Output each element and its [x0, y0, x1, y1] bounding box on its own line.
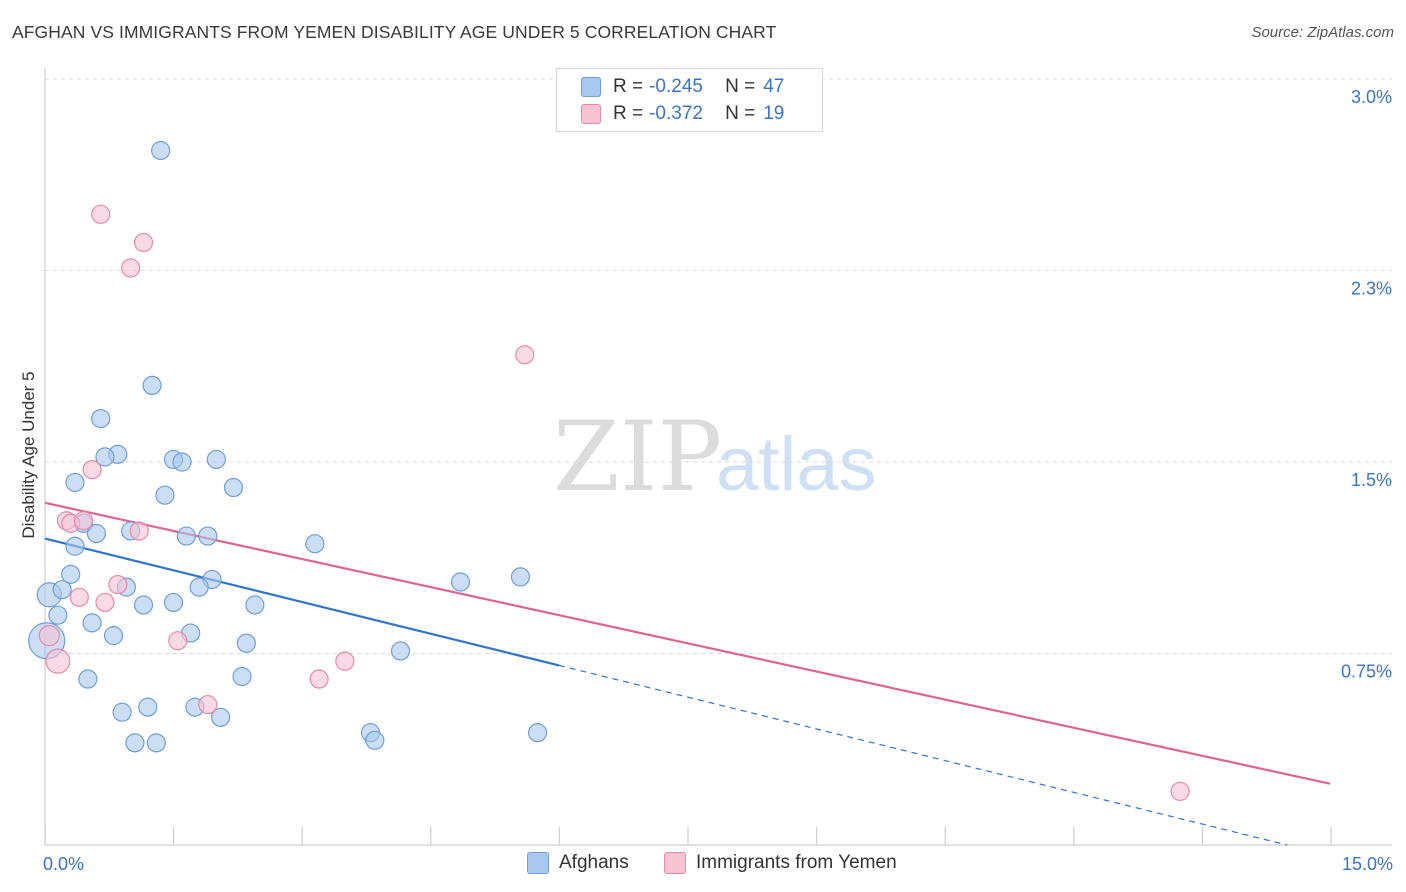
yemen-trend-line: [44, 501, 1331, 785]
yemen-point: [129, 521, 149, 541]
afghans-legend-swatch: [527, 852, 549, 874]
afghans-point: [155, 485, 175, 505]
yemen-legend-swatch: [664, 852, 686, 874]
yemen-point: [121, 258, 141, 278]
watermark: ZIP atlas: [553, 401, 877, 513]
data-points: [28, 140, 1190, 801]
afghans-point: [138, 697, 158, 717]
yemen-point: [45, 648, 71, 674]
afghans-point: [211, 707, 231, 727]
yemen-point: [91, 204, 111, 224]
afghans-point: [61, 564, 81, 584]
yemen-point: [108, 574, 128, 595]
n-value: 19: [763, 103, 785, 124]
afghans-point: [206, 449, 226, 470]
y-tick-label: 0.75%: [1341, 662, 1392, 682]
afghans-point: [527, 723, 548, 743]
yemen-point: [38, 625, 60, 647]
r-value: -0.245: [649, 76, 703, 97]
afghans-point: [82, 613, 102, 633]
legend-row-afghans: R = -0.245 N = 47: [581, 75, 784, 99]
y-tick-label: 1.5%: [1351, 470, 1392, 490]
yemen-point: [198, 694, 218, 715]
afghans-point: [65, 472, 85, 493]
yemen-point: [309, 669, 329, 689]
afghans-point: [232, 666, 252, 687]
r-value: -0.372: [649, 103, 703, 124]
afghans-point: [390, 641, 411, 661]
n-value: 47: [763, 76, 785, 97]
x-tick-label-min: 0.0%: [43, 854, 84, 874]
afghans-point: [52, 580, 72, 600]
afghans-point: [245, 595, 265, 615]
afghans-point: [65, 536, 85, 556]
legend-item-yemen[interactable]: Immigrants from Yemen: [664, 852, 897, 874]
legend-item-afghans[interactable]: Afghans: [527, 852, 629, 874]
afghans-point: [95, 447, 115, 467]
afghans-point: [112, 702, 132, 722]
afghans-trend-line: [44, 537, 560, 667]
gridlines: [45, 78, 1392, 654]
afghans-point: [133, 595, 154, 615]
afghans-trend-extension: [558, 664, 1288, 846]
y-axis-label: Disability Age Under 5: [19, 371, 38, 538]
afghans-legend-label: Afghans: [559, 852, 629, 873]
y-tick-label: 2.3%: [1351, 279, 1392, 299]
watermark-atlas: atlas: [716, 422, 877, 507]
afghans-point: [450, 572, 471, 592]
series-legend: Afghans Immigrants from Yemen: [0, 852, 1406, 878]
n-label: N =: [725, 76, 756, 97]
yemen-legend-label: Immigrants from Yemen: [696, 852, 897, 873]
afghans-point: [48, 605, 68, 625]
afghans-swatch: [581, 77, 601, 97]
yemen-point: [133, 232, 154, 253]
afghans-point: [125, 733, 145, 753]
r-label: R =: [613, 103, 644, 124]
yemen-point: [168, 631, 188, 651]
afghans-point: [172, 452, 192, 472]
yemen-point: [82, 460, 102, 480]
yemen-point: [95, 592, 115, 613]
trend-lines: [44, 501, 1331, 846]
afghans-point: [223, 477, 244, 498]
watermark-zip: ZIP: [553, 401, 722, 513]
x-tick-label-max: 15.0%: [1342, 854, 1393, 874]
afghans-point: [163, 592, 184, 613]
afghans-point: [151, 140, 171, 161]
yemen-point: [335, 651, 355, 671]
r-label: R =: [613, 76, 644, 97]
afghans-point: [176, 526, 196, 546]
afghans-point: [510, 567, 531, 587]
y-tick-label: 3.0%: [1351, 87, 1392, 107]
afghans-point: [365, 730, 385, 750]
afghans-point: [146, 733, 166, 753]
afghans-point: [142, 375, 162, 395]
afghans-point: [189, 577, 209, 597]
afghans-point: [236, 633, 256, 653]
afghans-point: [305, 534, 325, 554]
chart-title: AFGHAN VS IMMIGRANTS FROM YEMEN DISABILI…: [12, 22, 777, 42]
yemen-point: [1170, 781, 1190, 801]
source-label: Source: ZipAtlas.com: [1251, 24, 1394, 41]
afghans-point: [78, 669, 98, 689]
afghans-point: [198, 526, 218, 546]
afghans-point: [91, 408, 111, 429]
tick-labels: 0.75% 1.5% 2.3% 3.0% 0.0% 15.0%: [43, 87, 1393, 874]
correlation-legend: R = -0.245 N = 47 R = -0.372 N = 19: [556, 68, 823, 132]
yemen-point: [515, 345, 535, 365]
afghans-point: [103, 626, 124, 646]
yemen-point: [73, 511, 94, 531]
n-label: N =: [725, 103, 756, 124]
yemen-swatch: [581, 104, 601, 124]
axes: [44, 68, 1392, 846]
legend-row-yemen: R = -0.372 N = 19: [581, 102, 784, 126]
afghans-point: [86, 523, 107, 544]
yemen-point: [69, 587, 89, 607]
